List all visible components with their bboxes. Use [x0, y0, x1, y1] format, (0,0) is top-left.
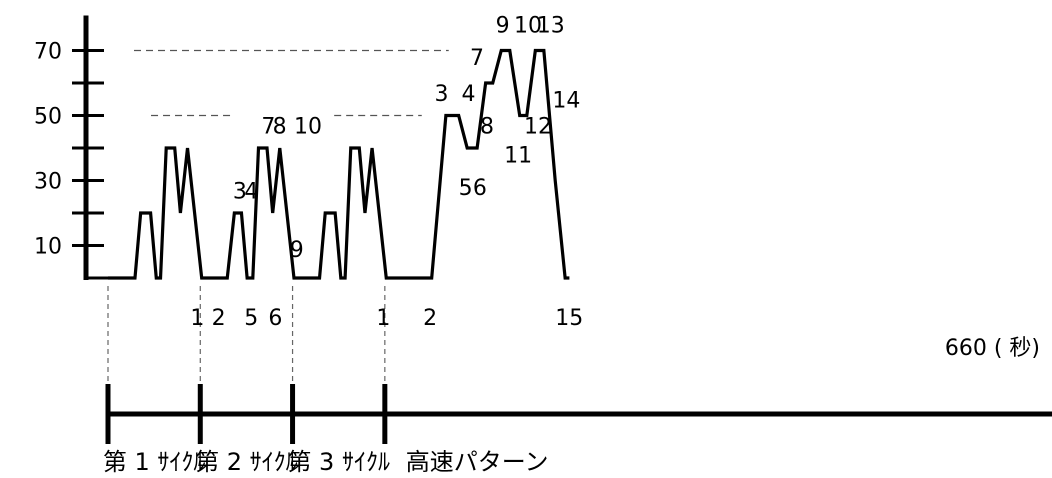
point-label: 15 — [555, 306, 583, 331]
y-tick-label: 10 — [34, 235, 62, 260]
point-label: 14 — [552, 88, 580, 113]
y-tick-label: 70 — [34, 40, 62, 65]
point-label: 1 — [376, 306, 390, 331]
point-label: 9 — [496, 14, 510, 39]
point-label: 2 — [212, 306, 226, 331]
segment-label: 第 1 ｻｲｸﾙ — [103, 448, 206, 476]
cycle-boundary-guides — [107, 286, 386, 388]
point-label: 12 — [524, 114, 552, 139]
segment-label: 第 2 ｻｲｸﾙ — [195, 448, 298, 476]
series-line — [108, 48, 570, 280]
point-label: 6 — [473, 176, 487, 201]
time-end-label: 660 ( 秒) — [945, 336, 1040, 361]
point-label: 7 — [261, 114, 275, 139]
segment-label: 第 3 ｻｲｸﾙ — [287, 448, 390, 476]
point-label: 1 — [190, 306, 204, 331]
point-label: 8 — [480, 114, 494, 139]
point-label: 4 — [462, 82, 476, 107]
point-label: 3 — [435, 82, 449, 107]
point-label: 4 — [244, 179, 258, 204]
segment-label: 高速パターン — [406, 448, 549, 476]
point-label: 5 — [459, 176, 473, 201]
y-tick-label: 50 — [34, 105, 62, 130]
y-axis: 10 30 50 70 — [34, 15, 114, 280]
point-label: 8 — [273, 114, 287, 139]
point-label: 11 — [504, 144, 532, 169]
point-label: 3 — [233, 179, 247, 204]
point-label: 13 — [537, 14, 565, 39]
speed-profile — [108, 48, 570, 280]
reference-lines — [134, 49, 449, 117]
point-label: 7 — [470, 46, 484, 71]
point-label: 10 — [294, 114, 322, 139]
point-label: 10 — [514, 14, 542, 39]
y-tick-label: 30 — [34, 170, 62, 195]
point-label: 9 — [290, 238, 304, 263]
point-label: 2 — [423, 306, 437, 331]
point-label: 6 — [268, 306, 282, 331]
point-label: 5 — [244, 306, 258, 331]
